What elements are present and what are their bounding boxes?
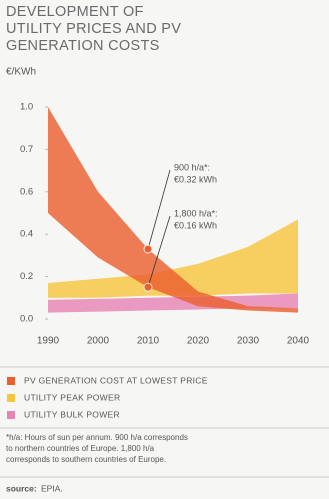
legend-label: UTILITY BULK POWER [24, 409, 120, 419]
x-tick-label: 2020 [187, 336, 210, 347]
annotation: €0.16 kWh [174, 220, 217, 230]
source-label: source: [6, 483, 37, 493]
x-tick-label: 2010 [137, 336, 160, 347]
x-tick-label: 2040 [287, 336, 310, 347]
annotation-leader [147, 169, 171, 250]
band-area [48, 219, 298, 298]
legend-label: PV GENERATION COST AT LOWEST PRICE [24, 375, 208, 385]
footnote: *h/a: Hours of sun per annum. 900 h/a co… [6, 433, 188, 442]
annotation-dot [143, 244, 153, 254]
footnote: corresponds to southern countries of Eur… [6, 455, 166, 464]
x-tick-label: 1990 [37, 336, 60, 347]
annotation: 900 h/a*: [174, 162, 210, 172]
annotation-leader [147, 215, 171, 288]
x-tick-label: 2000 [87, 336, 110, 347]
y-tick-label: 0.4 [20, 229, 33, 240]
legend-swatch [7, 411, 15, 419]
annotation: 1,800 h/a*: [174, 208, 218, 218]
band-area [48, 107, 298, 313]
footnote: to northern countries of Europe. 1,800 h… [6, 444, 155, 453]
source: EPIA. [41, 483, 63, 493]
y-tick-label: 0.0 [20, 314, 33, 325]
chart-title: DEVELOPMENT OF [6, 4, 144, 20]
chart-title: GENERATION COSTS [6, 38, 160, 54]
legend-swatch [7, 394, 15, 402]
legend-label: UTILITY PEAK POWER [24, 392, 120, 402]
y-tick-label: 0.6 [20, 186, 33, 197]
y-tick-label: 0.2 [20, 271, 33, 282]
chart-title: UTILITY PRICES AND PV [6, 21, 181, 37]
legend-swatch [7, 377, 15, 385]
annotation: €0.32 kWh [174, 174, 217, 184]
x-tick-label: 2030 [237, 336, 260, 347]
annotation-dot [143, 282, 153, 292]
y-tick-label: 1.0 [20, 102, 33, 113]
y-tick-label: 0.7 [20, 144, 33, 155]
y-axis-label: €/KWh [6, 67, 36, 78]
